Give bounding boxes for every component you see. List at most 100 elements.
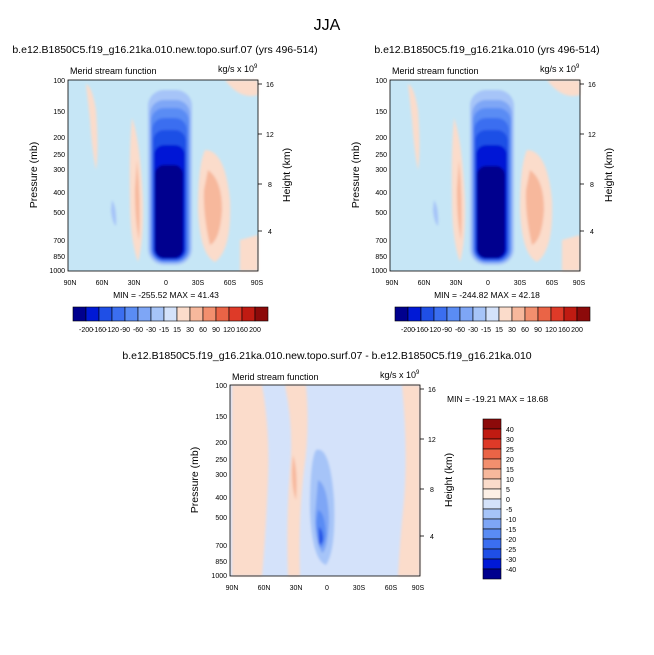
colorbar-label: 25: [506, 447, 514, 454]
height-tick-labels: 16 12 8 4: [266, 82, 274, 236]
colorbar: [482, 418, 502, 580]
y-ticks: 100 150 200 250 300 400 500 700 850 1000: [371, 78, 387, 275]
height-tick-label: 12: [588, 132, 596, 139]
y-tick-label: 700: [53, 238, 65, 245]
plot-frame: [389, 79, 581, 272]
panel-subtitle: Merid stream function: [232, 372, 319, 382]
plot-frame: [67, 79, 259, 272]
contour-fill: [408, 80, 580, 271]
contour-pos-left-upper: [408, 84, 420, 170]
y-tick-label: 300: [53, 167, 65, 174]
contour-neg-4: [319, 527, 323, 545]
y-tick-label: 400: [375, 190, 387, 197]
x-tick-label: 90N: [64, 280, 77, 287]
colorbar-label: 10: [506, 477, 514, 484]
colorbar-label: -90: [120, 327, 130, 334]
y-tick-label: 1000: [371, 268, 387, 275]
min-max-label: MIN = -244.82 MAX = 42.18: [434, 290, 540, 300]
colorbar-label: 30: [186, 327, 194, 334]
min-max-label: MIN = -255.52 MAX = 41.43: [113, 290, 219, 300]
colorbar-label: 160: [236, 327, 248, 334]
contour-pos-upper-right: [547, 80, 580, 96]
height-ticks: [420, 388, 424, 537]
x-tick-label: 30S: [353, 585, 366, 592]
y-axis-label: Pressure (mb): [189, 447, 201, 514]
y-axis-label: Pressure (mb): [28, 142, 40, 209]
colorbar-label: -30: [468, 327, 478, 334]
contour-pos-core: [292, 455, 297, 500]
contour-fill: [232, 385, 420, 576]
y-tick-label: 500: [53, 210, 65, 217]
contour-pos-right-core: [525, 170, 544, 245]
height-tick-label: 4: [430, 534, 434, 541]
colorbar-label: -10: [506, 517, 516, 524]
y-tick-label: 700: [375, 238, 387, 245]
y-ticks: 100 150 200 250 300 400 500 700 850 1000: [211, 383, 227, 580]
x-tick-label: 90N: [226, 585, 239, 592]
contour-neg-small: [111, 200, 117, 226]
panel-top-left: b.e12.B1850C5.f19_g16.21ka.010.new.topo.…: [12, 44, 317, 334]
colorbar-label: -15: [481, 327, 491, 334]
x-tick-label: 0: [486, 280, 490, 287]
colorbar-label: -25: [506, 547, 516, 554]
y-axis-right-label: Height (km): [443, 453, 455, 507]
y-tick-label: 100: [53, 78, 65, 85]
y-tick-label: 200: [53, 135, 65, 142]
x-ticks: 90N 60N 30N 0 30S 60S 90S: [226, 585, 425, 592]
panel-title: b.e12.B1850C5.f19_g16.21ka.010.new.topo.…: [122, 350, 531, 362]
x-tick-label: 30N: [450, 280, 463, 287]
colorbar-label: -200: [79, 327, 93, 334]
contour-neg-small: [433, 200, 439, 226]
contour-pos-left-upper: [86, 84, 98, 170]
y-tick-label: 500: [375, 210, 387, 217]
plot-area: [389, 79, 581, 272]
y-tick-label: 150: [215, 414, 227, 421]
x-tick-label: 60S: [385, 585, 398, 592]
x-tick-label: 90S: [412, 585, 425, 592]
contour-pos-left-core: [135, 160, 140, 240]
colorbar-label: 15: [173, 327, 181, 334]
y-tick-label: 850: [375, 254, 387, 261]
y-tick-label: 200: [375, 135, 387, 142]
y-ticks: 100 150 200 250 300 400 500 700 850 1000: [49, 78, 65, 275]
colorbar-label: 160: [558, 327, 570, 334]
x-tick-label: 90S: [573, 280, 586, 287]
panel-title: b.e12.B1850C5.f19_g16.21ka.010.new.topo.…: [12, 44, 317, 56]
contour-neg-7: [155, 165, 183, 258]
y-tick-label: 400: [53, 190, 65, 197]
colorbar-label: 90: [534, 327, 542, 334]
colorbar-label: -15: [159, 327, 169, 334]
x-tick-label: 90N: [386, 280, 399, 287]
colorbar: [394, 306, 591, 322]
y-tick-label: 850: [215, 559, 227, 566]
colorbar-label: 5: [506, 487, 510, 494]
units-label: kg/s x 109: [380, 370, 420, 380]
colorbar-label: -120: [105, 327, 119, 334]
contour-pos-right-core: [203, 170, 222, 245]
contour-pos-upper-right: [225, 80, 258, 96]
colorbar-label: 40: [506, 427, 514, 434]
y-tick-label: 850: [53, 254, 65, 261]
x-tick-label: 60N: [96, 280, 109, 287]
colorbar-label: -160: [92, 327, 106, 334]
colorbar-labels: -200 -160 -120 -90 -60 -30 -15 15 30 60 …: [79, 327, 261, 334]
y-tick-label: 200: [215, 440, 227, 447]
y-tick-label: 100: [215, 383, 227, 390]
contour-neg-7: [477, 166, 505, 258]
height-tick-label: 4: [268, 229, 272, 236]
colorbar-label: 20: [506, 457, 514, 464]
x-tick-label: 60N: [418, 280, 431, 287]
y-tick-label: 150: [53, 109, 65, 116]
plot-frame: [229, 384, 421, 577]
x-tick-label: 30S: [514, 280, 527, 287]
height-tick-labels: 16 12 8 4: [588, 82, 596, 236]
y-tick-label: 300: [215, 472, 227, 479]
colorbar-label: 120: [545, 327, 557, 334]
x-tick-label: 90S: [251, 280, 264, 287]
colorbar-label: 15: [506, 467, 514, 474]
x-ticks: 90N 60N 30N 0 30S 60S 90S: [64, 280, 264, 287]
colorbar-label: -15: [506, 527, 516, 534]
colorbar-label: -30: [506, 557, 516, 564]
height-tick-label: 8: [590, 182, 594, 189]
